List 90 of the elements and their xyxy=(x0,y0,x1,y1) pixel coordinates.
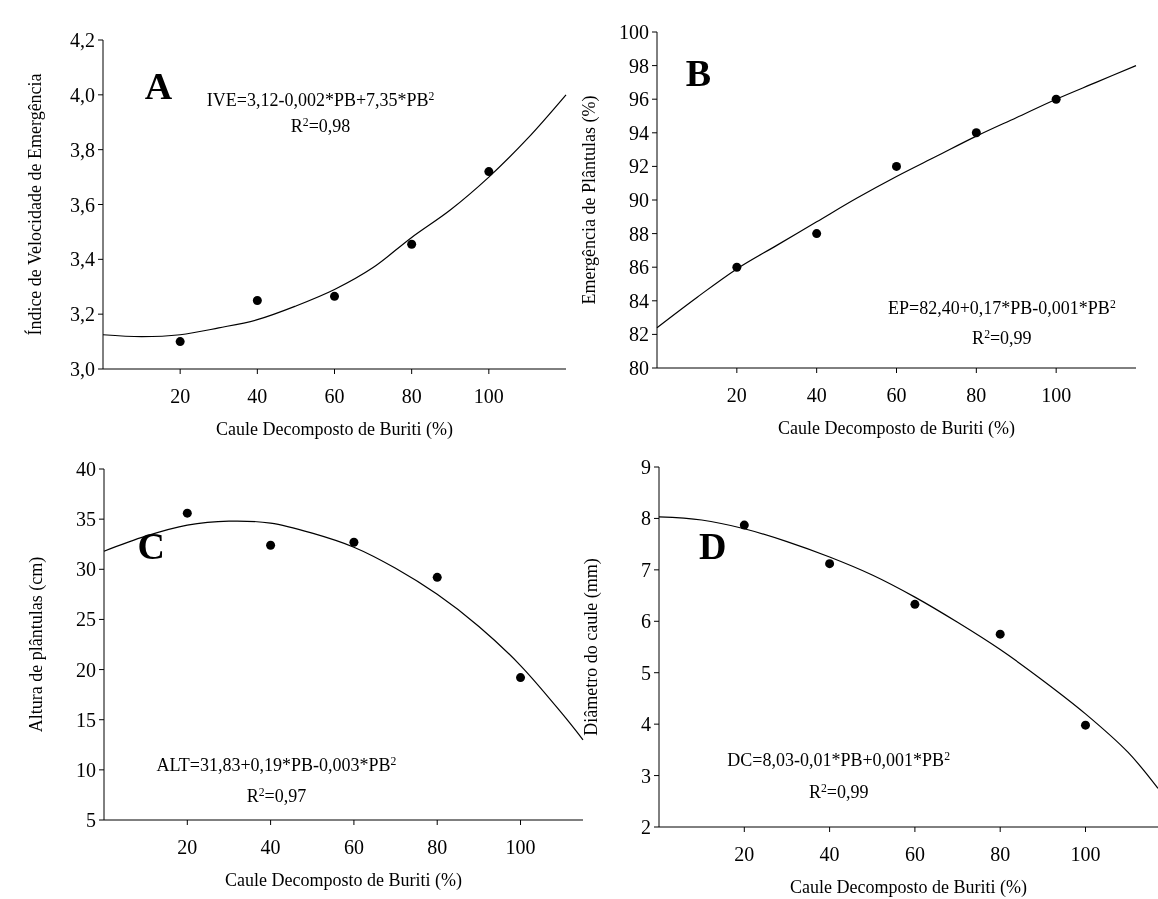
annotation: R$^{2}$=0,97 xyxy=(246,785,307,807)
annotation: C xyxy=(137,525,165,568)
annotation: R$^{2}$=0,99 xyxy=(808,781,869,803)
point xyxy=(175,337,185,347)
annotation: R$^{2}$=0,98 xyxy=(290,115,351,137)
y-tick-label: 94 xyxy=(629,121,649,144)
point xyxy=(349,537,359,547)
x-tick-label: 100 xyxy=(1070,843,1101,865)
x-tick-label: 20 xyxy=(734,843,755,865)
y-tick-label: 84 xyxy=(629,289,649,312)
y-tick-label: 10 xyxy=(76,758,96,781)
point xyxy=(995,629,1005,639)
x-axis-title: Caule Decomposto de Buriti (%) xyxy=(790,877,1027,898)
y-tick-label: 3,2 xyxy=(70,303,95,326)
x-tick-label: 20 xyxy=(726,384,747,406)
point xyxy=(330,291,339,301)
x-tick-label: 60 xyxy=(886,384,907,406)
y-tick-label: 82 xyxy=(629,323,649,346)
y-tick-label: 4 xyxy=(641,713,651,736)
annotation: EP=82,40+0,17*PB-0,001*PB$^{2}$ xyxy=(888,297,1116,319)
point xyxy=(266,540,276,550)
x-tick-label: 60 xyxy=(904,843,925,865)
y-tick-label: 92 xyxy=(629,155,649,178)
y-axis-title: Índice de Velocidade de Emergência xyxy=(24,73,45,336)
y-tick-label: 2 xyxy=(641,816,651,838)
x-tick-label: 80 xyxy=(966,384,987,406)
y-tick-label: 5 xyxy=(86,809,96,831)
point xyxy=(432,572,442,582)
x-tick-label: 20 xyxy=(177,836,198,858)
y-tick-label: 9 xyxy=(641,456,651,478)
x-axis-title: Caule Decomposto de Buriti (%) xyxy=(225,870,462,891)
point xyxy=(825,559,835,569)
y-tick-label: 4,2 xyxy=(70,29,95,51)
x-tick-label: 80 xyxy=(427,836,448,858)
y-axis-title: Altura de plântulas (cm) xyxy=(26,556,47,733)
y-axis-title: Diâmetro do caule (mm) xyxy=(581,558,602,736)
x-tick-label: 40 xyxy=(247,385,268,407)
point xyxy=(516,673,526,683)
point xyxy=(892,161,901,171)
y-tick-label: 100 xyxy=(619,21,649,43)
point xyxy=(812,229,822,239)
y-tick-label: 8 xyxy=(641,507,651,530)
x-tick-label: 60 xyxy=(324,385,345,407)
y-tick-label: 3,6 xyxy=(70,193,95,216)
y-tick-label: 88 xyxy=(629,222,649,245)
y-tick-label: 96 xyxy=(629,88,649,111)
y-tick-label: 40 xyxy=(76,458,96,480)
x-tick-label: 40 xyxy=(819,843,840,865)
y-tick-label: 90 xyxy=(629,189,649,211)
x-tick-label: 20 xyxy=(170,385,191,407)
x-tick-label: 40 xyxy=(806,384,827,406)
y-tick-label: 3,4 xyxy=(70,248,95,271)
y-axis-title: Emergência de Plântulas (%) xyxy=(579,95,600,305)
x-tick-label: 100 xyxy=(473,385,504,407)
y-tick-label: 98 xyxy=(629,54,649,77)
x-tick-label: 80 xyxy=(401,385,422,407)
y-tick-label: 30 xyxy=(76,558,96,581)
y-tick-label: 20 xyxy=(76,658,96,681)
point xyxy=(182,508,192,518)
y-tick-label: 80 xyxy=(629,357,649,379)
annotation: ALT=31,83+0,19*PB-0,003*PB$^{2}$ xyxy=(156,754,397,775)
x-axis-title: Caule Decomposto de Buriti (%) xyxy=(778,418,1015,439)
y-tick-label: 4,0 xyxy=(70,83,95,106)
y-tick-label: 25 xyxy=(76,608,96,631)
annotation: DC=8,03-0,01*PB+0,001*PB$^{2}$ xyxy=(727,749,951,770)
annotation: B xyxy=(685,51,712,94)
y-tick-label: 86 xyxy=(629,256,649,279)
annotation: D xyxy=(698,525,727,567)
y-tick-label: 3 xyxy=(641,764,651,787)
y-tick-label: 15 xyxy=(76,708,96,731)
y-tick-label: 7 xyxy=(641,558,651,581)
point xyxy=(484,167,494,177)
y-tick-label: 3,8 xyxy=(70,138,95,161)
point xyxy=(910,599,920,609)
x-tick-label: 80 xyxy=(990,843,1011,865)
y-tick-label: 5 xyxy=(641,661,651,684)
y-tick-label: 3,0 xyxy=(70,358,95,380)
x-tick-label: 100 xyxy=(1041,384,1072,406)
y-tick-label: 6 xyxy=(641,610,651,633)
point xyxy=(407,239,417,249)
annotation: A xyxy=(144,65,173,108)
point xyxy=(1081,720,1090,730)
annotation: R$^{2}$=0,99 xyxy=(972,327,1032,349)
annotation: IVE=3,12-0,002*PB+7,35*PB$^{2}$ xyxy=(206,89,435,110)
y-tick-label: 35 xyxy=(76,508,96,531)
x-tick-label: 100 xyxy=(505,836,536,858)
x-axis-title: Caule Decomposto de Buriti (%) xyxy=(216,419,453,440)
x-tick-label: 60 xyxy=(343,836,364,858)
x-tick-label: 40 xyxy=(260,836,281,858)
point xyxy=(252,295,262,305)
